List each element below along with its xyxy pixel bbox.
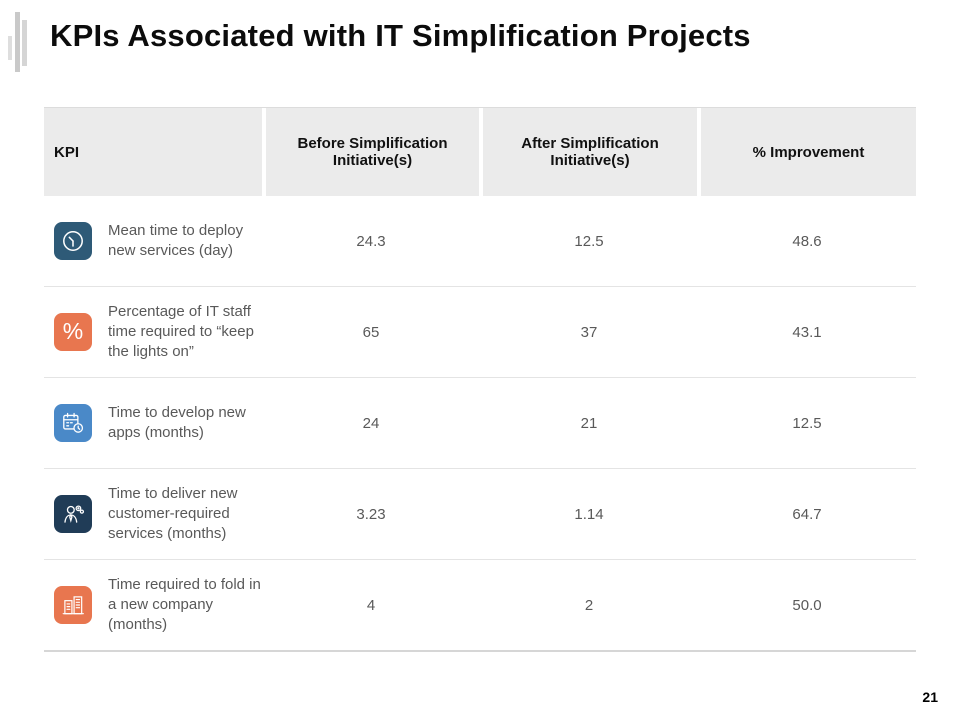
improvement-value: 48.6 <box>792 232 822 250</box>
before-value: 3.23 <box>356 505 386 523</box>
kpi-label: Percentage of IT staff time required to … <box>108 303 254 360</box>
column-header-kpi: KPI <box>44 108 262 196</box>
kpi-label: Mean time to deploy new services (day) <box>108 222 244 259</box>
column-header-after: After Simplification Initiative(s) <box>483 108 697 196</box>
after-value: 21 <box>580 414 598 432</box>
kpi-label: Time required to fold in a new company (… <box>108 576 261 633</box>
improvement-value: 50.0 <box>792 596 822 614</box>
page-number: 21 <box>922 689 938 705</box>
title-accent-bars <box>8 12 30 74</box>
table-row: Time to deliver new customer-required se… <box>44 469 916 560</box>
after-value: 12.5 <box>574 232 604 250</box>
table-row: Time to develop new apps (months) 24 21 … <box>44 378 916 469</box>
accent-bar <box>8 36 12 60</box>
column-header-improvement: % Improvement <box>701 108 916 196</box>
table-header-row: KPI Before Simplification Initiative(s) … <box>44 107 916 196</box>
column-header-before: Before Simplification Initiative(s) <box>266 108 479 196</box>
kpi-label: Time to deliver new customer-required se… <box>108 485 238 542</box>
page-title: KPIs Associated with IT Simplification P… <box>50 18 751 53</box>
after-value: 1.14 <box>574 505 604 523</box>
before-value: 24.3 <box>356 232 386 250</box>
person-gear-icon <box>54 494 92 533</box>
improvement-value: 64.7 <box>792 505 822 523</box>
kpi-cell: Time to deliver new customer-required se… <box>44 484 262 543</box>
accent-bar <box>15 12 20 72</box>
column-header-before-label: Before Simplification Initiative(s) <box>297 135 448 169</box>
table-row: Time required to fold in a new company (… <box>44 560 916 652</box>
clock-icon <box>54 222 92 260</box>
before-value: 24 <box>362 414 380 432</box>
percent-icon: % <box>54 312 92 351</box>
improvement-value: 12.5 <box>792 414 822 432</box>
table-row: % Percentage of IT staff time required t… <box>44 287 916 378</box>
buildings-icon <box>54 585 92 624</box>
before-value: 4 <box>366 596 376 614</box>
improvement-value: 43.1 <box>792 323 822 341</box>
before-value: 65 <box>362 323 380 341</box>
kpi-label: Time to develop new apps (months) <box>108 404 246 441</box>
accent-bar <box>22 20 27 66</box>
kpi-cell: Mean time to deploy new services (day) <box>44 221 262 261</box>
column-header-after-label: After Simplification Initiative(s) <box>521 135 659 169</box>
percent-glyph: % <box>62 318 84 345</box>
calendar-clock-icon <box>54 404 92 442</box>
kpi-cell: % Percentage of IT staff time required t… <box>44 302 262 361</box>
kpi-cell: Time to develop new apps (months) <box>44 403 262 443</box>
after-value: 37 <box>580 323 598 341</box>
kpi-table: KPI Before Simplification Initiative(s) … <box>44 107 916 652</box>
after-value: 2 <box>584 596 594 614</box>
table-row: Mean time to deploy new services (day) 2… <box>44 196 916 287</box>
kpi-cell: Time required to fold in a new company (… <box>44 575 262 634</box>
